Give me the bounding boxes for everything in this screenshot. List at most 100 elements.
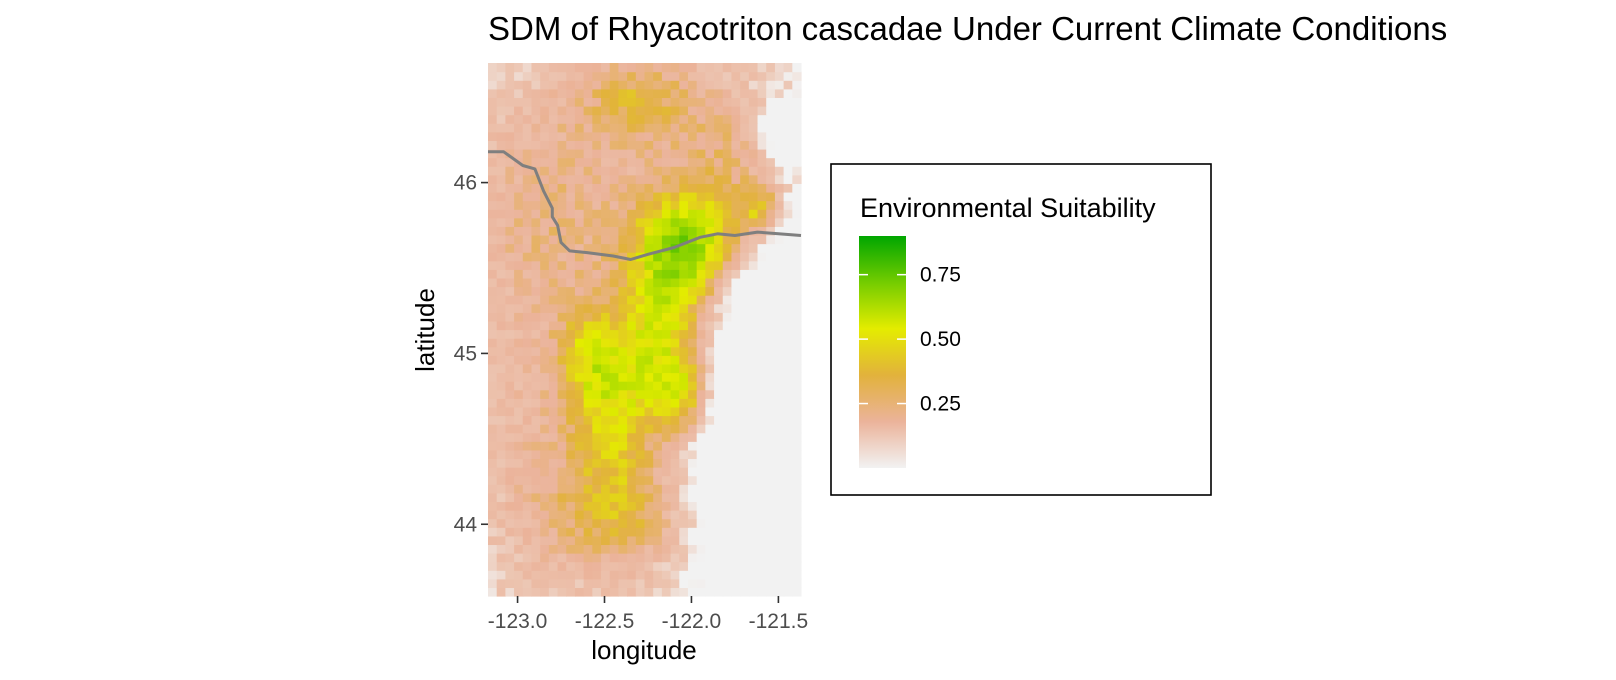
raster-cell [583, 71, 593, 81]
raster-cell [792, 105, 802, 116]
raster-cell [557, 303, 567, 313]
raster-cell [792, 492, 802, 503]
raster-cell [722, 501, 733, 511]
raster-cell [592, 312, 602, 322]
raster-cell [627, 312, 637, 322]
raster-cell [601, 312, 611, 322]
raster-cell [496, 80, 506, 90]
raster-cell [522, 286, 533, 296]
raster-cell [609, 80, 620, 90]
raster-cell [566, 183, 576, 193]
raster-cell [583, 234, 593, 245]
raster-cell [740, 389, 750, 399]
raster-cell [740, 277, 750, 288]
raster-cell [540, 441, 550, 451]
raster-cell [566, 105, 576, 116]
raster-cell [722, 587, 733, 597]
raster-cell [609, 381, 620, 391]
raster-cell [540, 475, 550, 485]
y-tick-label: 46 [454, 172, 477, 195]
raster-cell [514, 320, 524, 331]
raster-cell [548, 157, 559, 167]
raster-cell [748, 544, 759, 554]
raster-cell [592, 406, 602, 417]
raster-cell [670, 80, 680, 90]
raster-cell [548, 183, 559, 193]
raster-cell [488, 105, 498, 116]
raster-cell [514, 252, 524, 262]
raster-cell [679, 363, 689, 374]
raster-cell [714, 544, 724, 554]
raster-cell [566, 80, 576, 90]
raster-cell [609, 209, 620, 219]
raster-cell [514, 140, 524, 150]
raster-cell [731, 406, 741, 417]
raster-cell [722, 518, 733, 528]
raster-cell [792, 97, 802, 107]
raster-cell [679, 140, 689, 150]
raster-cell [522, 191, 533, 202]
raster-cell [522, 131, 533, 141]
raster-cell [574, 510, 585, 520]
raster-cell [661, 587, 672, 597]
raster-cell [496, 303, 506, 313]
raster-cell [792, 303, 802, 313]
raster-cell [496, 71, 506, 81]
raster-cell [574, 183, 585, 193]
raster-cell [592, 578, 602, 589]
raster-cell [592, 415, 602, 425]
raster-cell [705, 166, 715, 176]
raster-cell [774, 166, 785, 176]
raster-cell [592, 123, 602, 133]
raster-cell [670, 140, 680, 150]
raster-cell [592, 209, 602, 219]
raster-cell [566, 475, 576, 485]
raster-cell [601, 286, 611, 296]
raster-cell [670, 587, 680, 597]
raster-cell [731, 510, 741, 520]
raster-cell [557, 260, 567, 270]
raster-cell [696, 226, 706, 236]
raster-cell [757, 80, 767, 90]
raster-cell [583, 157, 593, 167]
raster-cell [748, 234, 759, 245]
raster-cell [609, 501, 620, 511]
raster-cell [514, 148, 524, 159]
raster-cell [627, 131, 637, 141]
raster-cell [601, 424, 611, 434]
raster-cell [722, 527, 733, 537]
raster-cell [566, 338, 576, 348]
raster-cell [696, 148, 706, 159]
raster-cell [774, 269, 785, 279]
raster-cell [635, 217, 646, 227]
raster-cell [557, 114, 567, 124]
raster-cell [496, 320, 506, 331]
raster-cell [653, 269, 663, 279]
raster-cell [731, 527, 741, 537]
raster-cell [635, 406, 646, 417]
raster-cell [766, 234, 776, 245]
raster-cell [731, 260, 741, 270]
raster-cell [609, 286, 620, 296]
raster-cell [514, 338, 524, 348]
raster-cell [609, 441, 620, 451]
raster-cell [687, 561, 698, 571]
raster-cell [522, 578, 533, 589]
raster-cell [522, 105, 533, 116]
raster-cell [548, 123, 559, 133]
raster-cell [757, 88, 767, 98]
raster-cell [766, 320, 776, 331]
raster-cell [618, 389, 628, 399]
raster-cell [687, 484, 698, 494]
raster-cell [705, 432, 715, 442]
raster-cell [592, 363, 602, 374]
raster-cell [774, 389, 785, 399]
raster-cell [574, 346, 585, 356]
raster-cell [505, 260, 515, 270]
raster-cell [705, 372, 715, 382]
raster-cell [496, 570, 506, 580]
raster-cell [531, 234, 541, 245]
raster-cell [766, 269, 776, 279]
raster-cell [618, 363, 628, 374]
raster-cell [661, 252, 672, 262]
